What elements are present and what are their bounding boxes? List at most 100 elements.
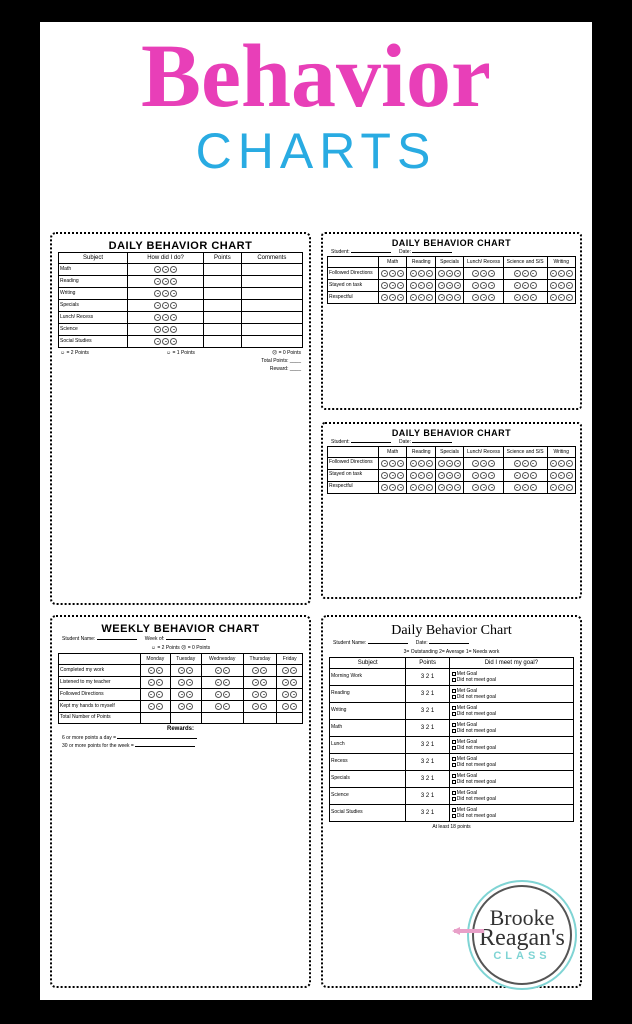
faces-cell [201,665,243,677]
faces-cell [170,689,201,701]
row-label: Respectful [328,292,379,304]
row-label: Followed Directions [328,268,379,280]
card3-title: WEEKLY BEHAVIOR CHART [58,623,303,635]
c4-footer: At least 18 points [329,822,574,832]
faces-cell [435,280,463,292]
faces-cell [128,324,204,336]
cards-grid: DAILY BEHAVIOR CHART Subject How did I d… [50,232,582,988]
card1-totals: Total Points: ____ [58,356,303,364]
faces-cell [277,665,303,677]
card1-reward: Reward: ____ [58,364,303,372]
points-cell [204,336,242,348]
faces-cell [128,276,204,288]
c3-rewards-title: Rewards: [58,724,303,734]
faces-cell [170,677,201,689]
reward: Reward: ____ [270,366,301,372]
day-head: Friday [277,654,303,665]
row-label: Total Number of Points [59,713,141,724]
c3-name: Student Name: [62,636,95,642]
faces-cell [435,457,463,469]
points-cell: 3 2 1 [406,703,449,720]
col-head: Specials [435,257,463,268]
row-label: Stayed on task [328,469,379,481]
subject-cell: Lunch/ Recess [59,312,128,324]
points-cell: 3 2 1 [406,754,449,771]
faces-cell [128,288,204,300]
faces-cell [141,701,171,713]
col-head: Lunch/ Recess [464,257,503,268]
subject-cell: Specials [59,300,128,312]
faces-cell [464,481,503,493]
faces-cell [547,292,575,304]
points-cell: 3 2 1 [406,805,449,822]
card-weekly: WEEKLY BEHAVIOR CHART Student Name: Week… [50,615,311,988]
stu-lbl2: Student: [331,439,350,445]
subject-cell: Writing [330,703,406,720]
mini-card-b: DAILY BEHAVIOR CHART Student: Date: Math… [321,422,582,600]
card4-title: Daily Behavior Chart [329,623,574,639]
comments-cell [241,336,302,348]
faces-cell [243,689,277,701]
faces-cell [128,300,204,312]
card1-h3: Comments [241,253,302,264]
c3-r0: 6 or more points a day = [58,734,303,742]
row-label: Listened to my teacher [59,677,141,689]
points-cell [204,288,242,300]
goal-cell: Met GoalDid not meet goal [449,788,573,805]
goal-cell: Met GoalDid not meet goal [449,686,573,703]
points-cell: 3 2 1 [406,788,449,805]
brand-logo: Brooke Reagan's CLASS [472,885,572,985]
goal-cell: Met GoalDid not meet goal [449,703,573,720]
stu-lbl: Student: [331,249,350,255]
total-cell [243,713,277,724]
total-cell [141,713,171,724]
faces-cell [547,457,575,469]
faces-cell [435,292,463,304]
row-label: Stayed on task [328,280,379,292]
mini-card-a: DAILY BEHAVIOR CHART Student: Date: Math… [321,232,582,410]
col-head: Writing [547,446,575,457]
leg-2: ☹ = 0 Points [272,350,301,356]
logo-l3: CLASS [493,950,550,962]
points-cell [204,312,242,324]
row-label: Respectful [328,481,379,493]
c3-r1: 30 or more points for the week = [58,742,303,750]
faces-cell [277,701,303,713]
card1-h2: Points [204,253,242,264]
faces-cell [141,689,171,701]
subject-cell: Reading [330,686,406,703]
points-cell [204,300,242,312]
col-head: Reading [407,257,435,268]
faces-cell [435,481,463,493]
subject-cell: Social Studies [330,805,406,822]
faces-cell [435,469,463,481]
faces-cell [379,292,407,304]
faces-cell [243,701,277,713]
day-head: Thursday [243,654,277,665]
subject-cell: Math [330,720,406,737]
faces-cell [128,336,204,348]
mini-b-title: DAILY BEHAVIOR CHART [327,428,576,438]
faces-cell [547,481,575,493]
row-label: Completed my work [59,665,141,677]
faces-cell [503,292,547,304]
c4-date: Date: [416,640,428,646]
goal-cell: Met GoalDid not meet goal [449,737,573,754]
goal-cell: Met GoalDid not meet goal [449,720,573,737]
card1-legend: ☺ = 2 Points ☺ = 1 Points ☹ = 0 Points [58,348,303,356]
card-daily-1: DAILY BEHAVIOR CHART Subject How did I d… [50,232,311,605]
points-cell [204,276,242,288]
faces-cell [379,481,407,493]
col-head: Science and S/S [503,257,547,268]
faces-cell [379,457,407,469]
mini-b-table: MathReadingSpecialsLunch/ RecessScience … [327,446,576,494]
mini-a-table: MathReadingSpecialsLunch/ RecessScience … [327,256,576,304]
faces-cell [170,701,201,713]
day-head: Wednesday [201,654,243,665]
card1-table: Subject How did I do? Points Comments Ma… [58,252,303,348]
c4-name: Student Name: [333,640,366,646]
points-cell: 3 2 1 [406,771,449,788]
c3-legend: ☺ = 2 Points ☹ = 0 Points [58,643,303,653]
faces-cell [128,312,204,324]
card-daily-2-wrap: DAILY BEHAVIOR CHART Student: Date: Math… [321,232,582,605]
